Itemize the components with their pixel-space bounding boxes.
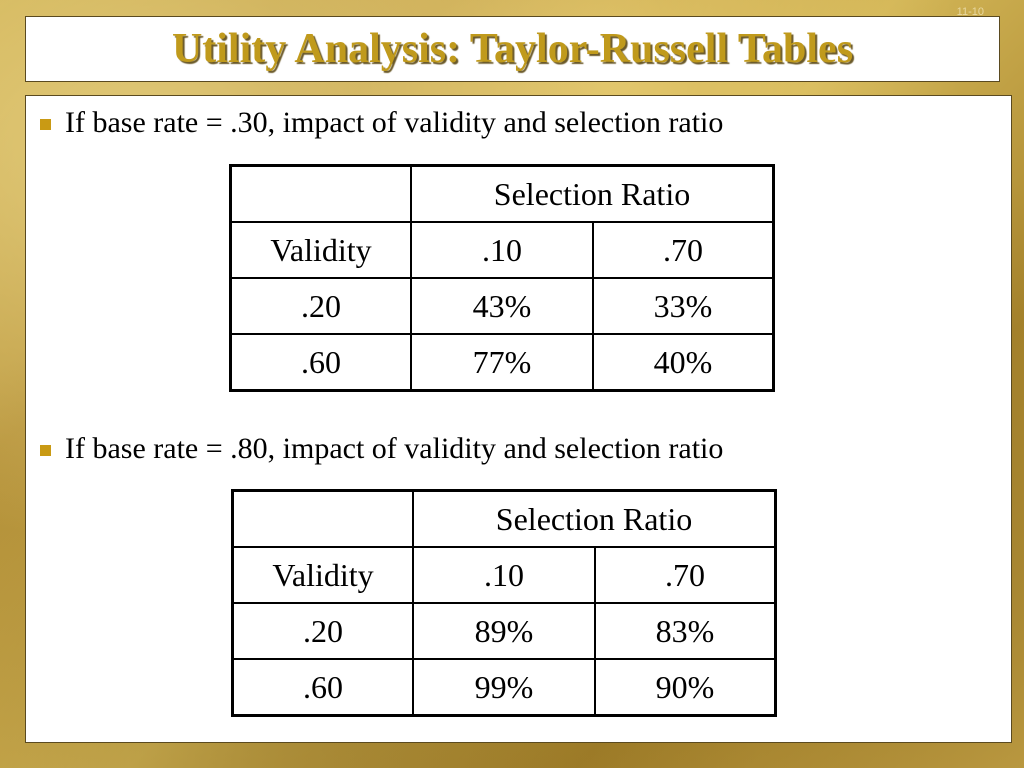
- table-cell: 43%: [410, 277, 594, 335]
- slide-title: Utility Analysis: Taylor-Russell Tables: [171, 26, 854, 72]
- table-cell: 90%: [594, 658, 777, 717]
- table-column-validity: Validity: [229, 221, 412, 279]
- square-bullet-icon: [40, 444, 51, 456]
- bullet-item-base-rate-80: If base rate = .80, impact of validity a…: [40, 432, 723, 466]
- bullet-item-base-rate-30: If base rate = .30, impact of validity a…: [40, 106, 723, 140]
- table-row: .60 99% 90%: [231, 658, 777, 717]
- table-cell: 89%: [412, 602, 596, 660]
- table-row: .20 43% 33%: [229, 277, 775, 335]
- table-cell: 83%: [594, 602, 777, 660]
- table-cell: .20: [229, 277, 412, 335]
- table-cell: 99%: [412, 658, 596, 717]
- table-cell: 40%: [592, 333, 775, 392]
- table-column-sr-10: .10: [410, 221, 594, 279]
- slide-number: 11-10: [956, 6, 984, 18]
- table-header-row: Selection Ratio: [229, 164, 775, 223]
- table-cell: .60: [231, 658, 414, 717]
- table-column-sr-70: .70: [594, 546, 777, 604]
- bullet-text: If base rate = .80, impact of validity a…: [65, 432, 724, 465]
- table-column-validity: Validity: [231, 546, 414, 604]
- table-cell-empty: [229, 164, 412, 223]
- table-column-sr-10: .10: [412, 546, 596, 604]
- table-row: .60 77% 40%: [229, 333, 775, 392]
- table-row: .20 89% 83%: [231, 602, 777, 660]
- table-column-row: Validity .10 .70: [231, 546, 777, 604]
- content-box: If base rate = .30, impact of validity a…: [25, 95, 1012, 743]
- bullet-text: If base rate = .30, impact of validity a…: [65, 106, 724, 139]
- table-cell-empty: [231, 489, 414, 548]
- taylor-russell-table-base-30: Selection Ratio Validity .10 .70 .20 43%…: [229, 164, 775, 392]
- table-column-row: Validity .10 .70: [229, 221, 775, 279]
- table-header-row: Selection Ratio: [231, 489, 777, 548]
- square-bullet-icon: [40, 118, 51, 130]
- title-box: Utility Analysis: Taylor-Russell Tables: [25, 16, 1000, 82]
- table-column-sr-70: .70: [592, 221, 775, 279]
- table-header-selection-ratio: Selection Ratio: [410, 164, 775, 223]
- table-header-selection-ratio: Selection Ratio: [412, 489, 777, 548]
- table-cell: 33%: [592, 277, 775, 335]
- table-cell: 77%: [410, 333, 594, 392]
- taylor-russell-table-base-80: Selection Ratio Validity .10 .70 .20 89%…: [231, 489, 777, 717]
- table-cell: .60: [229, 333, 412, 392]
- table-cell: .20: [231, 602, 414, 660]
